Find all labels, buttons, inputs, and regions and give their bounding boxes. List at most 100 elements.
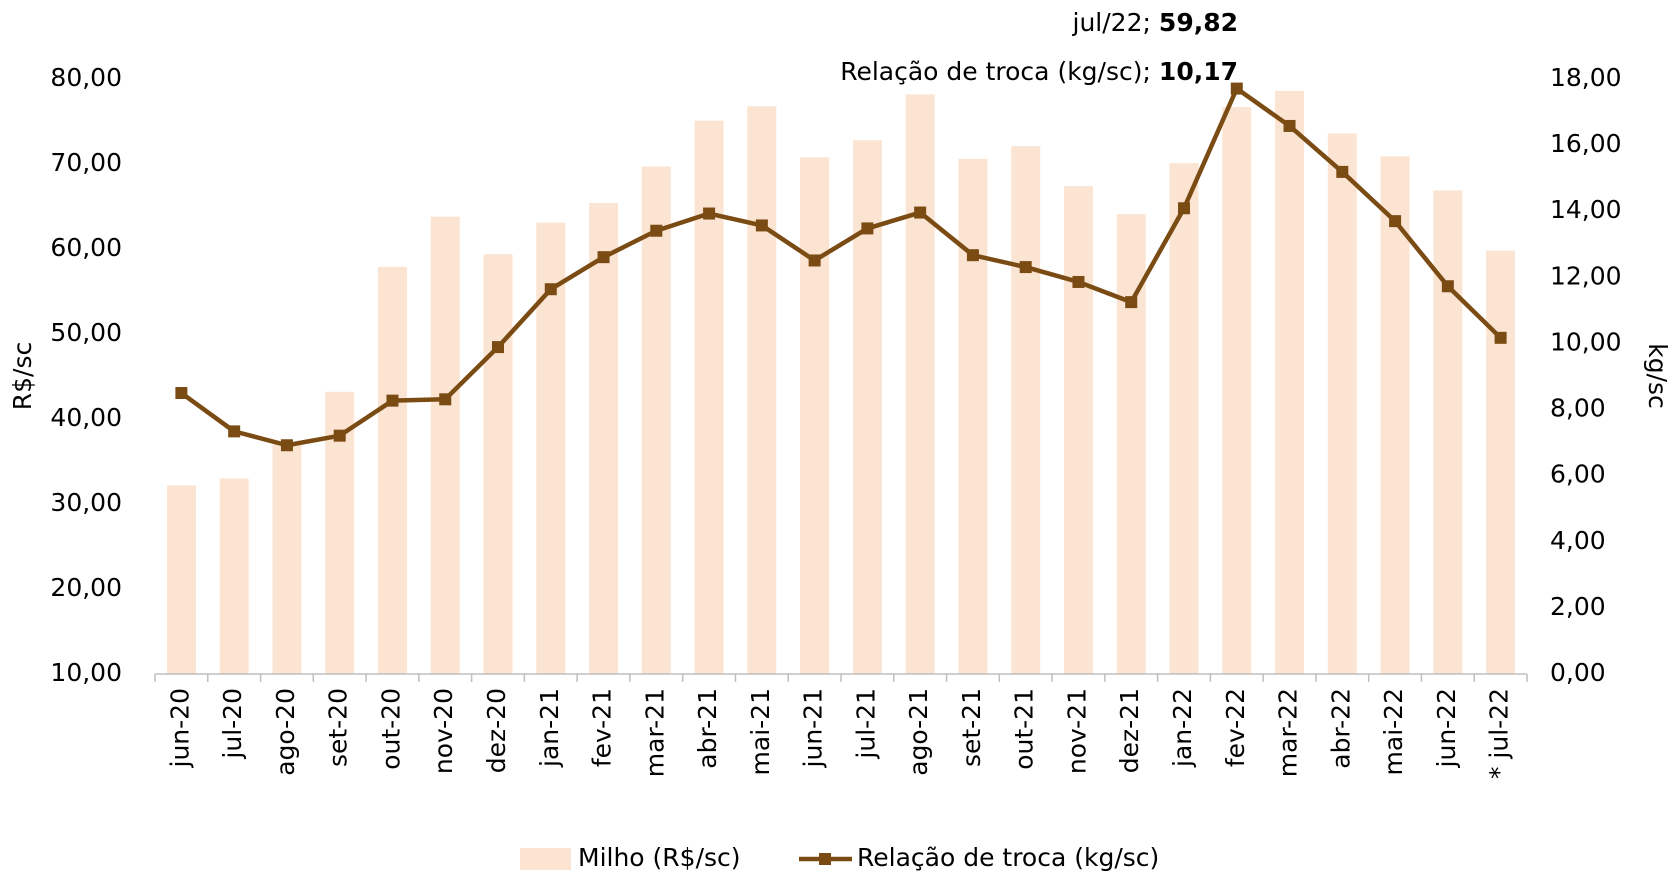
- line-marker: [1283, 119, 1296, 132]
- bar: [1063, 186, 1093, 674]
- line-marker: [439, 393, 452, 406]
- line-marker: [1441, 280, 1454, 293]
- x-tick-label: jul-21: [851, 688, 880, 760]
- line-marker: [386, 394, 399, 407]
- bar: [1275, 90, 1305, 674]
- y-tick-label: 60,00: [50, 233, 122, 262]
- bar: [852, 140, 882, 674]
- line-marker: [914, 206, 927, 219]
- line: [180, 86, 1503, 448]
- y-tick-label: 40,00: [50, 403, 122, 432]
- annotation-text: Relação de troca (kg/sc);: [840, 57, 1151, 86]
- y-tick-label: 30,00: [50, 488, 122, 517]
- bar: [1486, 250, 1516, 674]
- x-tick-label: set-21: [957, 688, 986, 767]
- bar: [747, 106, 777, 674]
- x-tick-label: jul-20: [218, 688, 247, 760]
- x-tick-label: nov-20: [429, 688, 458, 774]
- line-marker: [966, 249, 979, 262]
- x-tick-label: dez-21: [1115, 688, 1144, 773]
- x-tick-label: fev-21: [588, 688, 617, 767]
- legend-swatch-marker: [819, 853, 831, 865]
- y-axis-label: R$/sc: [8, 342, 37, 410]
- x-tick-label: abr-21: [693, 688, 722, 769]
- bar: [1011, 146, 1041, 674]
- x-tick-label: nov-21: [1062, 688, 1091, 774]
- y2-tick-label: 8,00: [1550, 394, 1606, 423]
- x-tick-label: ago-20: [271, 688, 300, 776]
- bar: [219, 478, 249, 674]
- legend-label: Relação de troca (kg/sc): [857, 843, 1159, 872]
- line-marker: [1336, 165, 1349, 178]
- y2-tick-label: 2,00: [1550, 592, 1606, 621]
- bar: [958, 158, 988, 674]
- line-marker: [280, 439, 293, 452]
- annotation-text: jul/22;: [1072, 8, 1151, 37]
- line-marker: [1125, 296, 1138, 309]
- bar: [377, 266, 407, 674]
- x-tick-label: * jul-22: [1485, 688, 1514, 779]
- bar: [272, 444, 302, 674]
- x-tick-label: out-20: [376, 688, 405, 770]
- bar: [1433, 190, 1463, 674]
- bar: [166, 485, 196, 674]
- line-marker: [333, 429, 346, 442]
- x-tick-label: ago-21: [904, 688, 933, 776]
- x-tick-label: mar-22: [1274, 688, 1303, 777]
- line-marker: [808, 254, 821, 267]
- line-marker: [1230, 82, 1243, 95]
- bar: [1222, 107, 1252, 675]
- annotation: jul/22; 59,82: [1072, 8, 1238, 37]
- annotation: Relação de troca (kg/sc); 10,17: [840, 57, 1238, 86]
- bar: [1116, 214, 1146, 674]
- y2-tick-label: 16,00: [1550, 129, 1622, 158]
- y2-tick-label: 14,00: [1550, 195, 1622, 224]
- y-tick-label: 50,00: [50, 318, 122, 347]
- y2-tick-label: 10,00: [1550, 327, 1622, 356]
- x-tick-label: set-20: [324, 688, 353, 767]
- x-tick-label: jun-22: [1432, 688, 1461, 768]
- y-tick-label: 20,00: [50, 573, 122, 602]
- legend-label: Milho (R$/sc): [578, 843, 741, 872]
- line-marker: [1072, 275, 1085, 288]
- y-tick-label: 70,00: [50, 148, 122, 177]
- x-tick-label: abr-22: [1326, 688, 1355, 769]
- y2-axis-label: kg/sc: [1643, 343, 1672, 409]
- line-marker: [1178, 202, 1190, 215]
- bar: [1327, 133, 1357, 674]
- y-tick-label: 80,00: [50, 63, 122, 92]
- x-tick-label: jun-20: [165, 688, 194, 768]
- x-tick-label: out-21: [1010, 688, 1039, 770]
- line-marker: [1019, 261, 1032, 274]
- annotation-value: 10,17: [1159, 57, 1238, 86]
- bar: [1380, 156, 1410, 675]
- bar: [483, 254, 513, 674]
- line-marker: [597, 251, 610, 264]
- y2-tick-label: 18,00: [1550, 63, 1622, 92]
- x-tick-label: jun-21: [799, 688, 828, 768]
- annotation-value: 59,82: [1159, 8, 1238, 37]
- line-marker: [175, 387, 188, 400]
- y-tick-label: 10,00: [50, 658, 122, 687]
- bar: [694, 120, 724, 674]
- line-marker: [544, 283, 557, 296]
- y2-tick-label: 4,00: [1550, 526, 1606, 555]
- bar: [589, 203, 619, 674]
- x-tick-label: jan-22: [1168, 688, 1197, 768]
- bar: [430, 216, 460, 674]
- y2-tick-label: 6,00: [1550, 460, 1606, 489]
- line-marker: [1494, 331, 1507, 344]
- line-marker: [861, 222, 874, 235]
- line-marker: [755, 219, 768, 232]
- y2-tick-label: 12,00: [1550, 261, 1622, 290]
- x-tick-label: jan-21: [535, 688, 564, 768]
- line-marker: [1389, 215, 1402, 228]
- x-tick-label: mar-21: [640, 688, 669, 777]
- bar: [905, 94, 935, 675]
- line-marker: [703, 207, 716, 220]
- bar: [800, 157, 830, 674]
- y2-tick-label: 0,00: [1550, 658, 1606, 687]
- bar: [1169, 163, 1199, 674]
- line-marker: [492, 341, 504, 354]
